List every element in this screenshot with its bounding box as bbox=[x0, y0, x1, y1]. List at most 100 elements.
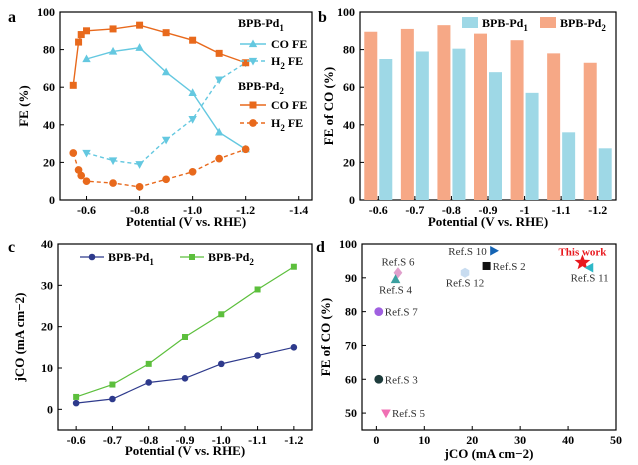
panel-a-xlabel: Potential (V vs. RHE) bbox=[126, 214, 246, 229]
panel-d-point-label: Ref.S 4 bbox=[379, 285, 413, 297]
panel-b-bar-pd1 bbox=[452, 48, 466, 200]
panel-b-xtick-label: -0.8 bbox=[442, 203, 461, 217]
panel-a-point bbox=[215, 49, 223, 57]
panel-a-ytick-label: 20 bbox=[43, 155, 55, 169]
panel-d-point bbox=[482, 261, 491, 270]
panel-d-ytick-label: 100 bbox=[339, 237, 357, 251]
panel-c-xlabel: Potential (V vs. RHE) bbox=[125, 443, 245, 458]
panel-c-ytick-label: 30 bbox=[41, 278, 53, 292]
panel-d-point bbox=[460, 267, 470, 278]
panel-d-xtick-label: 30 bbox=[514, 433, 526, 447]
panel-a-point bbox=[69, 149, 78, 157]
panel-b-legend-pd1: BPB-Pd1 bbox=[482, 16, 528, 33]
panel-a-point bbox=[108, 46, 118, 55]
panel-a-point bbox=[109, 179, 117, 187]
panel-a-point bbox=[214, 76, 224, 85]
panel-a-legend-marker bbox=[249, 101, 257, 109]
panel-d-point bbox=[490, 245, 499, 256]
panel-b-xtick-label: -1.2 bbox=[588, 203, 607, 217]
panel-b-ytick-label: 20 bbox=[343, 155, 355, 169]
panel-b-bar-pd2 bbox=[583, 62, 597, 201]
panel-a-point bbox=[242, 59, 250, 67]
panel-b-legend-pd2: BPB-Pd2 bbox=[560, 16, 606, 33]
panel-b-legend-swatch-pd1 bbox=[462, 17, 478, 28]
panel-b-bar-pd1 bbox=[598, 148, 612, 200]
panel-c-point bbox=[145, 379, 153, 386]
panel-a-point bbox=[136, 21, 144, 29]
panel-c-xtick-label: -0.8 bbox=[139, 433, 158, 447]
panel-d-xtick-label: 50 bbox=[610, 433, 622, 447]
panel-a-legend-pd2-title: BPB-Pd2 bbox=[238, 79, 284, 96]
panel-b-frame bbox=[359, 11, 617, 201]
panel-a-legend-label: H2 FE bbox=[271, 54, 303, 71]
panel-a-xtick-label: -1.2 bbox=[236, 203, 255, 217]
panel-a-point bbox=[135, 182, 144, 191]
panel-a-legend-marker bbox=[249, 119, 257, 127]
panel-c-point bbox=[109, 381, 116, 388]
panel-a-ytick-label: 60 bbox=[43, 80, 55, 94]
panel-b-xtick-label: -0.6 bbox=[369, 203, 388, 217]
panel-d-point-label: Ref.S 2 bbox=[493, 261, 526, 273]
panel-a-point bbox=[135, 43, 144, 51]
panel-a-point bbox=[82, 149, 91, 158]
panel-c-point bbox=[73, 393, 80, 400]
panel-a-ytick-label: 100 bbox=[37, 5, 55, 19]
panel-a-point bbox=[69, 81, 77, 89]
panel-a-legend-pd1-title: BPB-Pd1 bbox=[238, 16, 284, 33]
panel-d-xlabel: jCO (mA cm−2) bbox=[444, 446, 534, 461]
panel-b-bar-pd2 bbox=[400, 28, 414, 201]
panel-d-point-label: Ref.S 7 bbox=[385, 307, 419, 319]
panel-d-ytick-label: 80 bbox=[345, 305, 357, 319]
panel-b-bar-pd1 bbox=[562, 132, 576, 200]
panel-a-legend-label: CO FE bbox=[271, 98, 307, 112]
panel-b-bar-pd2 bbox=[437, 25, 451, 200]
panel-d-ytick-label: 90 bbox=[345, 271, 357, 285]
panel-a-point bbox=[77, 171, 86, 180]
panel-c-legend-marker-pd1 bbox=[88, 253, 96, 261]
panel-c-legend-pd1: BPB-Pd1 bbox=[108, 250, 154, 267]
panel-b-ytick-label: 0 bbox=[349, 193, 355, 207]
panel-b-letter: b bbox=[318, 9, 327, 26]
panel-a-legend-marker bbox=[248, 39, 258, 48]
panel-d-point bbox=[374, 307, 384, 317]
panel-d-point bbox=[374, 374, 384, 384]
panel-c-ytick-label: 0 bbox=[47, 402, 53, 416]
panel-c-letter: c bbox=[8, 239, 15, 256]
panel-c-xtick-label: -0.9 bbox=[176, 433, 195, 447]
panel-d-point-label: Ref.S 11 bbox=[571, 273, 609, 285]
panel-a-point bbox=[83, 27, 91, 35]
panel-d-point-label: Ref.S 10 bbox=[448, 246, 487, 258]
panel-b-legend-swatch-pd2 bbox=[540, 17, 556, 28]
panel-a-point bbox=[188, 167, 197, 176]
panel-a-point bbox=[188, 88, 197, 96]
panel-b-bar-pd1 bbox=[379, 59, 393, 200]
panel-c-legend-marker-pd2 bbox=[189, 254, 195, 260]
panel-d-ytick-label: 50 bbox=[345, 406, 357, 420]
panel-b-bar-pd1 bbox=[489, 72, 502, 200]
panel-d-xtick-label: 40 bbox=[562, 433, 574, 447]
panel-c-ylabel: jCO (mA cm−2) bbox=[12, 293, 27, 383]
panel-b-bar-pd2 bbox=[510, 40, 524, 201]
panel-a-point bbox=[188, 116, 197, 124]
panel-b-ylabel: FE of CO (%) bbox=[321, 67, 336, 145]
panel-a-legend-marker bbox=[248, 57, 258, 66]
panel-a-legend-label: H2 FE bbox=[271, 116, 303, 133]
panel-b-bar-pd2 bbox=[364, 31, 378, 200]
panel-a-xtick-label: -1.4 bbox=[289, 203, 308, 217]
panel-d-xtick-label: 0 bbox=[373, 433, 379, 447]
panel-a-ytick-label: 0 bbox=[49, 193, 55, 207]
panel-c-point bbox=[290, 263, 297, 270]
panel-a-point bbox=[109, 25, 117, 33]
panel-c-point bbox=[181, 375, 189, 382]
panel-a-xtick-label: -0.8 bbox=[130, 203, 149, 217]
panel-d-point bbox=[574, 254, 591, 270]
panel-a-ylabel: FE (%) bbox=[16, 85, 31, 127]
panel-c-point bbox=[217, 360, 225, 368]
panel-b-bar-pd1 bbox=[415, 51, 429, 201]
panel-d-frame bbox=[361, 243, 617, 431]
panel-b-bar-pd2 bbox=[474, 33, 487, 201]
panel-d-point-label: Ref.S 6 bbox=[381, 257, 415, 269]
panel-d-point bbox=[381, 409, 391, 419]
panel-d-ylabel: FE of CO (%) bbox=[318, 298, 333, 376]
panel-d-ytick-label: 70 bbox=[345, 338, 357, 352]
